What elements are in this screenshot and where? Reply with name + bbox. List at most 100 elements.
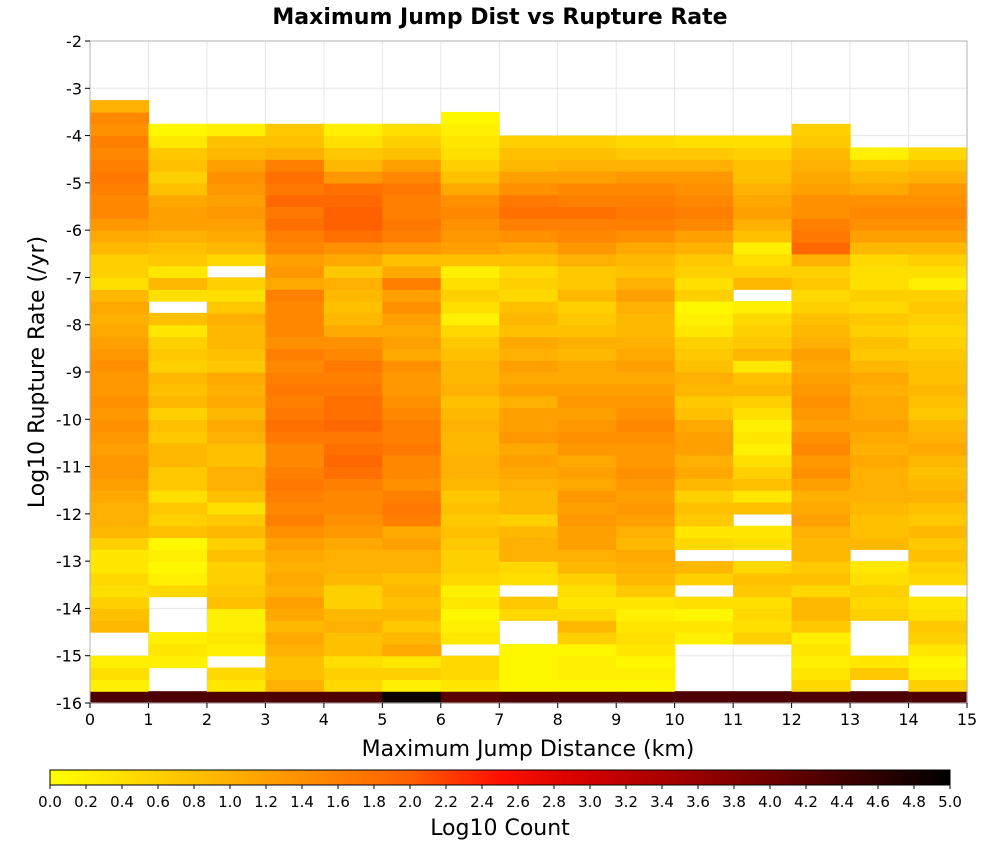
heatmap-cell: [323, 632, 383, 645]
heatmap-cell: [206, 572, 266, 586]
heatmap-cell: [265, 608, 325, 621]
heatmap-cell: [908, 691, 968, 704]
heatmap-cell: [733, 135, 793, 148]
heatmap-cell: [616, 324, 676, 338]
heatmap-cell: [90, 123, 150, 137]
heatmap-cell: [148, 490, 208, 503]
heatmap-cell: [557, 372, 617, 385]
heatmap-cell: [206, 643, 266, 657]
heatmap-cell: [440, 147, 500, 160]
heatmap-cell: [791, 324, 851, 338]
heatmap-cell: [265, 206, 325, 219]
heatmap-cell: [90, 478, 150, 491]
heatmap-cell: [499, 643, 559, 657]
heatmap-cell: [791, 194, 851, 208]
heatmap-cell: [323, 265, 383, 279]
heatmap-cell: [616, 277, 676, 290]
colorbar-tick-label: 1.0: [218, 793, 242, 811]
heatmap-cell: [791, 525, 851, 539]
heatmap-cell: [90, 537, 150, 550]
heatmap-cell: [791, 431, 851, 444]
heatmap-cell: [265, 265, 325, 279]
heatmap-cell: [265, 655, 325, 669]
heatmap-cell: [323, 372, 383, 385]
heatmap-cell: [850, 218, 910, 231]
colorbar-tick-label: 0.0: [38, 793, 62, 811]
heatmap-cell: [265, 478, 325, 491]
heatmap-cell: [440, 277, 500, 290]
heatmap-cell: [908, 218, 968, 231]
colorbar-ticks: 0.0 0.2 0.4 0.6 0.8 1.0 1.2 1.4 1.6 1.8 2.0 2.2 2.4 2…: [38, 785, 962, 811]
heatmap-cell: [616, 431, 676, 444]
heatmap-cell: [265, 348, 325, 361]
heatmap-cell: [733, 466, 793, 479]
heatmap-cell: [440, 348, 500, 361]
heatmap-cell: [206, 301, 266, 314]
heatmap-cell: [674, 348, 734, 361]
heatmap-cell: [206, 620, 266, 633]
heatmap-cell: [206, 419, 266, 432]
heatmap-cell: [850, 336, 910, 349]
heatmap-cell: [382, 596, 442, 610]
heatmap-cell: [323, 182, 383, 196]
x-tick-label: 0: [85, 710, 95, 729]
x-tick-label: 8: [553, 710, 563, 729]
colorbar-tick-label: 0.4: [110, 793, 134, 811]
heatmap-cell: [674, 312, 734, 326]
heatmap-cell: [791, 549, 851, 562]
heatmap-cell: [499, 147, 559, 160]
heatmap-cell: [148, 549, 208, 562]
heatmap-cell: [440, 372, 500, 385]
heatmap-cell: [733, 348, 793, 361]
heatmap-cell: [90, 572, 150, 586]
y-tick-label: -8: [66, 316, 82, 335]
heatmap-cell: [850, 159, 910, 172]
x-tick-label: 11: [723, 710, 743, 729]
heatmap-cell: [616, 159, 676, 172]
heatmap-cell: [733, 336, 793, 349]
heatmap-cell: [323, 348, 383, 361]
x-tick-label: 4: [319, 710, 329, 729]
heatmap-cell: [791, 632, 851, 645]
heatmap-cell: [908, 525, 968, 539]
heatmap-cell: [791, 490, 851, 503]
heatmap-cell: [850, 182, 910, 196]
heatmap-cell: [206, 490, 266, 503]
heatmap-cell: [90, 584, 150, 598]
heatmap-cell: [90, 561, 150, 574]
heatmap-cell: [90, 513, 150, 527]
heatmap-cell: [265, 218, 325, 231]
heatmap-cell: [791, 667, 851, 680]
heatmap-cell: [733, 147, 793, 160]
heatmap-cell: [382, 655, 442, 669]
heatmap-cell: [557, 466, 617, 479]
heatmap-cell: [557, 442, 617, 456]
heatmap-cell: [265, 182, 325, 196]
heatmap-cell: [674, 253, 734, 267]
heatmap-cell: [148, 466, 208, 479]
x-tick-label: 10: [664, 710, 684, 729]
heatmap-cell: [90, 679, 150, 692]
heatmap-cell: [616, 596, 676, 610]
heatmap-cell: [674, 360, 734, 373]
heatmap-cell: [265, 253, 325, 267]
heatmap-cell: [616, 502, 676, 515]
heatmap-cell: [265, 372, 325, 385]
heatmap-cell: [206, 182, 266, 196]
heatmap-cell: [616, 643, 676, 657]
heatmap-cell: [265, 241, 325, 255]
heatmap-cell: [265, 632, 325, 645]
heatmap-cell: [382, 478, 442, 491]
heatmap-cell: [791, 206, 851, 219]
heatmap-cell: [733, 301, 793, 314]
heatmap-cell: [674, 407, 734, 420]
heatmap-cell: [90, 265, 150, 279]
heatmap-cell: [908, 655, 968, 669]
heatmap-cell: [499, 312, 559, 326]
colorbar-tick-label: 1.2: [254, 793, 278, 811]
heatmap-cell: [499, 608, 559, 621]
heatmap-cell: [850, 253, 910, 267]
heatmap-cell: [499, 655, 559, 669]
heatmap-cell: [733, 490, 793, 503]
colorbar-tick-label: 4.8: [902, 793, 926, 811]
